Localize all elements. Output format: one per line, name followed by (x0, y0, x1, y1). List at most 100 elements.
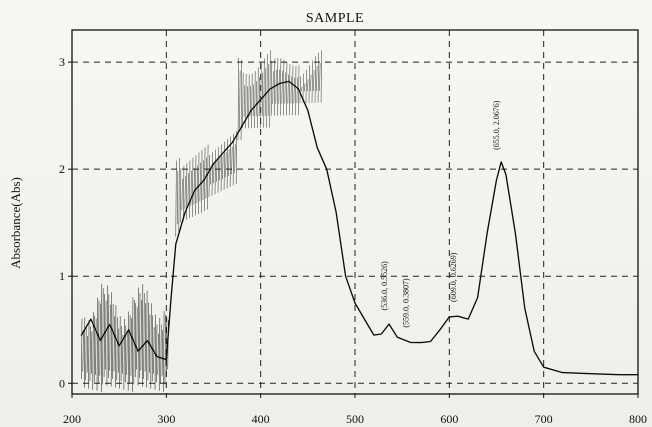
noise-stroke (226, 139, 228, 189)
y-tick-label: 2 (59, 162, 65, 176)
x-tick-label: 800 (629, 412, 647, 426)
noise-stroke (134, 303, 137, 377)
noise-stroke (299, 76, 301, 104)
noise-stroke (281, 70, 283, 104)
noise-stroke (310, 74, 312, 92)
noise-stroke (292, 65, 294, 116)
noise-stroke (290, 76, 292, 104)
noise-stroke (158, 317, 161, 391)
x-tick-label: 500 (346, 412, 364, 426)
noise-stroke (88, 319, 90, 389)
noise-stroke (112, 304, 114, 380)
noise-stroke (307, 79, 309, 92)
noise-stroke (251, 73, 253, 129)
absorbance-series-line (80, 80, 639, 376)
noise-stroke (110, 292, 112, 387)
noise-stroke (160, 324, 162, 384)
noise-stroke (305, 69, 307, 104)
noise-stroke (301, 86, 303, 92)
grid (72, 30, 638, 394)
noise-stroke (142, 284, 144, 387)
noise-stroke (264, 68, 267, 116)
noise-stroke (103, 294, 105, 377)
noise-stroke (122, 334, 124, 374)
noise-stroke (232, 133, 235, 186)
noise-stroke (126, 330, 128, 375)
noise-stroke (313, 70, 315, 92)
noise-stroke (286, 61, 288, 116)
noise-stroke (123, 318, 125, 390)
noise-stroke (105, 300, 107, 370)
noise-stroke (96, 297, 98, 391)
noise-stroke (220, 144, 222, 192)
noise-stroke (207, 144, 209, 210)
noise-stroke (284, 72, 286, 104)
x-tick-label: 200 (63, 412, 81, 426)
noise-stroke (192, 157, 194, 217)
noise-stroke (91, 331, 93, 374)
noise-stroke (157, 333, 159, 375)
noise-stroke (319, 63, 321, 91)
peak-annotation: (536.0, 0.5526) (380, 261, 389, 311)
noise-stroke (163, 310, 165, 392)
noise-stroke (201, 149, 203, 213)
noise-stroke (81, 318, 83, 380)
noise-stroke (293, 77, 295, 104)
noise-stroke (317, 52, 319, 103)
noise-stroke (243, 85, 245, 117)
noise-stroke (242, 72, 244, 129)
noise-stroke (263, 58, 265, 128)
chart-title: SAMPLE (306, 11, 364, 26)
x-tick-label: 600 (440, 412, 458, 426)
y-axis-label: Absorbance(Abs) (8, 177, 23, 269)
noise-stroke (119, 316, 121, 389)
noise-stroke (287, 74, 289, 104)
noise-stroke (175, 160, 177, 237)
noise-stroke (275, 69, 277, 104)
noise-stroke (266, 54, 268, 128)
noise-stroke (278, 69, 280, 104)
noise-stroke (283, 59, 285, 116)
noise-stroke (214, 149, 216, 195)
peak-annotation: (559.0, 0.3807) (402, 278, 411, 328)
noise-stroke (222, 154, 224, 179)
noise-stroke (213, 162, 215, 184)
noise-stroke (216, 160, 218, 182)
noise-stroke (109, 304, 111, 371)
noise-stroke (156, 324, 158, 383)
y-tick-label: 1 (59, 269, 65, 283)
noise-stroke (186, 163, 188, 220)
noise-fill (81, 50, 322, 392)
noise-stroke (260, 63, 262, 128)
noise-stroke (89, 326, 91, 382)
noise-stroke (116, 317, 118, 381)
noise-stroke (180, 168, 182, 223)
noise-stroke (316, 66, 318, 91)
noise-stroke (246, 86, 248, 117)
noise-stroke (193, 168, 195, 205)
noise-stroke (296, 77, 298, 104)
x-tick-label: 300 (157, 412, 175, 426)
noise-stroke (136, 306, 138, 370)
noise-stroke (211, 152, 213, 196)
noise-stroke (117, 328, 120, 373)
noise-stroke (231, 146, 233, 175)
noise-stroke (178, 157, 180, 236)
noise-stroke (198, 152, 200, 214)
noise-stroke (295, 66, 297, 116)
noise-stroke (239, 70, 241, 129)
x-tick-label: 700 (535, 412, 553, 426)
noise-stroke (161, 330, 163, 376)
noise-stroke (95, 318, 97, 375)
y-tick-label: 3 (59, 55, 65, 69)
noise-stroke (234, 144, 236, 173)
x-tick-label: 400 (252, 412, 270, 426)
noise-stroke (225, 152, 227, 178)
peak-annotation: (609.0, 0.6269) (449, 252, 458, 302)
noise-stroke (289, 63, 291, 116)
noise-stroke (311, 60, 313, 103)
noise-stroke (183, 165, 185, 222)
noise-stroke (280, 58, 282, 116)
